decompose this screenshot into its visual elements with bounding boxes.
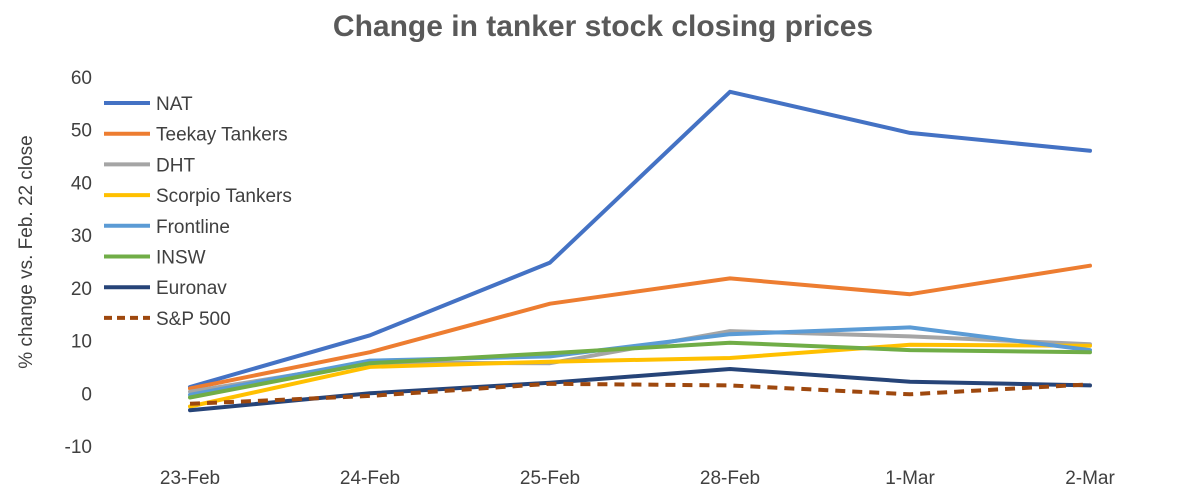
legend: NAT Teekay Tankers DHT Scorpio Tankers Front… [104,94,292,330]
series-line-5 [188,325,1092,397]
legend-label: Scorpio Tankers [156,186,292,207]
series-line-4 [188,342,1092,409]
x-axis: 23-Feb 24-Feb 25-Feb 28-Feb 1-Mar 2-Mar [160,468,1116,489]
y-tick-label: 40 [71,173,92,194]
x-tick-label: 28-Feb [700,468,760,489]
chart-title: Change in tanker stock closing prices [333,10,873,43]
legend-label: DHT [156,155,195,176]
y-tick-label: 0 [81,384,92,405]
legend-label: Frontline [156,217,230,238]
y-tick-label: 50 [71,121,92,142]
series-line-7 [188,367,1092,413]
x-tick-label: 25-Feb [520,468,580,489]
y-tick-label: 60 [71,68,92,89]
x-tick-label: 24-Feb [340,468,400,489]
y-axis-label: % change vs. Feb. 22 close [16,135,37,368]
y-tick-label: 20 [71,279,92,300]
y-tick-label: 30 [71,226,92,247]
x-tick-label: 1-Mar [885,468,935,489]
series-line-6 [188,340,1092,400]
series-line-8 [189,381,1091,406]
y-tick-label: 10 [71,332,92,353]
series-line-1 [188,89,1092,389]
x-tick-label: 23-Feb [160,468,220,489]
legend-label: NAT [156,94,193,115]
legend-label: Euronav [156,278,227,299]
plot-area [188,89,1092,413]
y-axis: -10 0 10 20 30 40 50 60 [65,68,92,458]
legend-label: Teekay Tankers [156,125,288,146]
legend-label: INSW [156,248,206,269]
legend-label: S&P 500 [156,309,231,330]
series-line-2 [188,263,1092,391]
y-tick-label: -10 [65,437,92,458]
x-tick-label: 2-Mar [1065,468,1115,489]
